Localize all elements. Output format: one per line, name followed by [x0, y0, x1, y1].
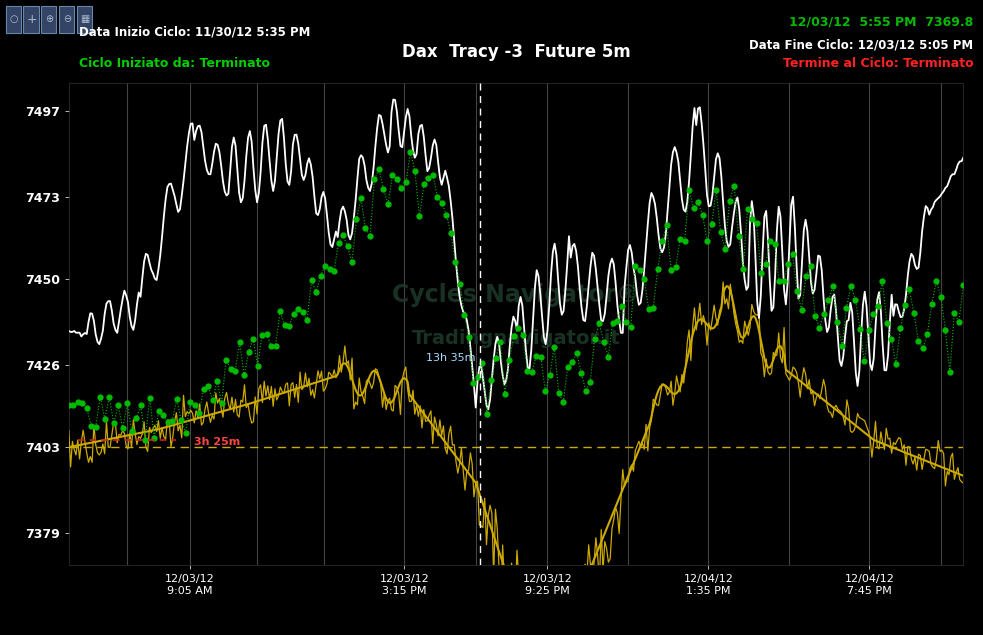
- Text: Tradingnavigator.it: Tradingnavigator.it: [412, 329, 620, 348]
- Text: ⊕: ⊕: [45, 14, 53, 24]
- Text: ○: ○: [10, 14, 18, 24]
- Bar: [41, 6, 56, 34]
- Text: 13h 35m: 13h 35m: [427, 353, 476, 363]
- Bar: [59, 6, 74, 34]
- Bar: [77, 6, 91, 34]
- Text: ⊖: ⊖: [63, 14, 71, 24]
- Text: ▦: ▦: [80, 14, 89, 24]
- Text: +: +: [27, 13, 36, 25]
- Text: Data Fine Ciclo: 12/03/12 5:05 PM: Data Fine Ciclo: 12/03/12 5:05 PM: [749, 38, 973, 51]
- Text: Termine al Ciclo: Terminato: Termine al Ciclo: Terminato: [782, 57, 973, 70]
- Text: Dax  Tracy -3  Future 5m: Dax Tracy -3 Future 5m: [402, 43, 630, 61]
- Text: 12/03/12  5:55 PM  7369.8: 12/03/12 5:55 PM 7369.8: [789, 16, 973, 29]
- Text: Cycles Navigator®: Cycles Navigator®: [392, 283, 640, 307]
- Text: Ciclo Iniziato da: Terminato: Ciclo Iniziato da: Terminato: [79, 57, 269, 70]
- Text: Data Inizio Ciclo: 11/30/12 5:35 PM: Data Inizio Ciclo: 11/30/12 5:35 PM: [79, 25, 310, 38]
- Text: 3h 25m: 3h 25m: [194, 437, 240, 447]
- Bar: [24, 6, 38, 34]
- Bar: [6, 6, 21, 34]
